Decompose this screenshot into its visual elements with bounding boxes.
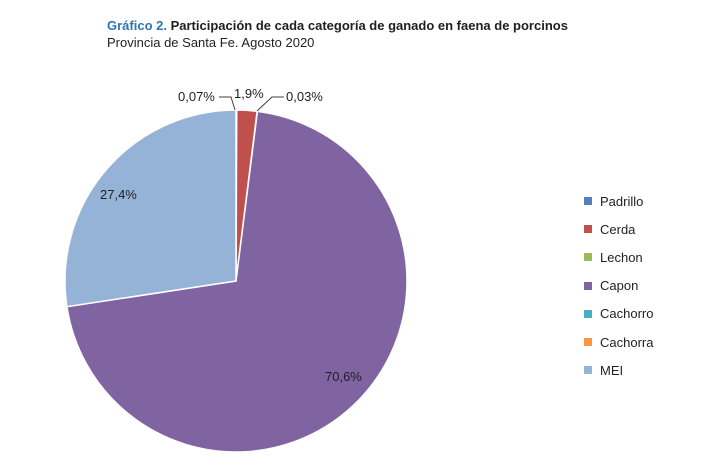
legend-item-padrillo: Padrillo bbox=[584, 187, 653, 215]
legend-item-cerda: Cerda bbox=[584, 215, 653, 243]
chart-title: Gráfico 2. Participación de cada categor… bbox=[107, 18, 568, 33]
data-label-lechon: 0,03% bbox=[286, 89, 323, 104]
legend-label-cerda: Cerda bbox=[600, 221, 636, 237]
data-label-capon: 70,6% bbox=[325, 369, 362, 384]
legend-item-lechon: Lechon bbox=[584, 243, 653, 271]
chart-legend: Padrillo Cerda Lechon Capon Cachorro Cachorra… bbox=[584, 187, 653, 384]
legend-swatch-lechon bbox=[584, 253, 592, 262]
chart-subtitle: Provincia de Santa Fe. Agosto 2020 bbox=[107, 35, 315, 50]
pie-slice-capon bbox=[66, 110, 408, 453]
legend-swatch-mei bbox=[584, 366, 592, 375]
legend-swatch-cerda bbox=[584, 225, 592, 234]
chart-title-text: Participación de cada categoría de ganad… bbox=[170, 18, 568, 33]
legend-label-mei: MEI bbox=[600, 362, 624, 378]
legend-swatch-capon bbox=[584, 281, 592, 290]
legend-item-cachorra: Cachorra bbox=[584, 328, 653, 356]
legend-item-cachorro: Cachorro bbox=[584, 300, 653, 328]
chart-title-prefix: Gráfico 2. bbox=[107, 18, 167, 33]
legend-label-capon: Capon bbox=[600, 278, 639, 294]
leader-line-lechon bbox=[256, 96, 284, 112]
legend-swatch-cachorro bbox=[584, 309, 592, 318]
leader-line-padrillo bbox=[219, 96, 236, 111]
pie-slice-mei bbox=[64, 109, 237, 308]
legend-item-mei: MEI bbox=[584, 356, 653, 384]
legend-label-cachorra: Cachorra bbox=[600, 334, 654, 350]
legend-swatch-padrillo bbox=[584, 197, 592, 206]
legend-swatch-cachorra bbox=[584, 338, 592, 347]
legend-item-capon: Capon bbox=[584, 272, 653, 300]
legend-label-cachorro: Cachorro bbox=[600, 306, 654, 322]
data-label-padrillo: 0,07% bbox=[178, 89, 215, 104]
data-label-mei: 27,4% bbox=[100, 187, 137, 202]
data-label-cerda: 1,9% bbox=[234, 86, 264, 101]
legend-label-lechon: Lechon bbox=[600, 249, 643, 265]
legend-label-padrillo: Padrillo bbox=[600, 193, 644, 209]
